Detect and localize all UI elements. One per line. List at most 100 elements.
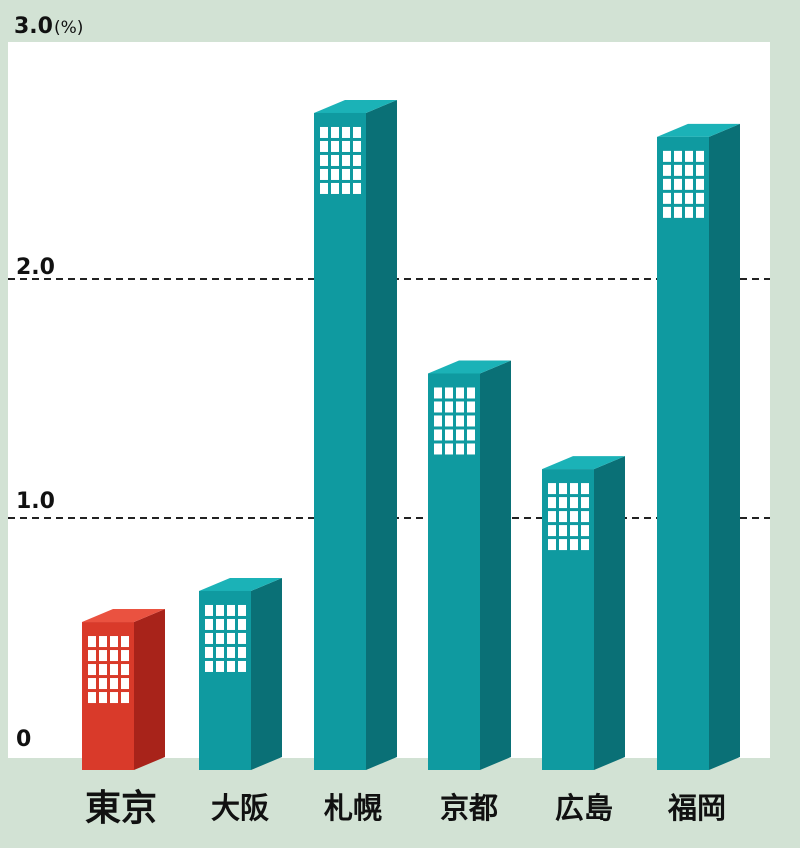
window-icon	[99, 650, 107, 662]
window-icon	[216, 646, 224, 658]
window-icon	[353, 168, 361, 180]
window-icon	[227, 646, 235, 658]
window-icon	[205, 618, 213, 630]
window-icon	[88, 678, 96, 690]
window-icon	[456, 401, 464, 413]
category-label-tokyo: 東京	[85, 787, 157, 829]
window-icon	[238, 660, 246, 672]
category-label-sapporo: 札幌	[324, 791, 382, 825]
y-tick-label-2: 2.0	[16, 255, 55, 280]
window-icon	[663, 178, 671, 190]
window-icon	[696, 164, 704, 176]
window-icon	[685, 150, 693, 162]
window-icon	[696, 150, 704, 162]
bar-front-face	[314, 112, 366, 771]
window-icon	[467, 401, 475, 413]
bar-building	[428, 360, 511, 770]
window-icon	[581, 483, 589, 495]
window-icon	[445, 429, 453, 441]
window-icon	[353, 126, 361, 138]
window-icon	[227, 660, 235, 672]
window-icon	[99, 664, 107, 676]
window-icon	[434, 429, 442, 441]
window-icon	[548, 525, 556, 537]
bar-top-face	[428, 360, 511, 374]
window-icon	[548, 483, 556, 495]
window-icon	[581, 497, 589, 509]
bar-side-face	[366, 99, 397, 771]
window-icon	[559, 539, 567, 551]
window-icon	[121, 636, 129, 648]
window-icon	[434, 443, 442, 455]
window-icon	[320, 140, 328, 152]
window-icon	[88, 692, 96, 704]
window-icon	[331, 140, 339, 152]
window-icon	[685, 178, 693, 190]
category-label-fukuoka: 福岡	[667, 791, 726, 825]
window-icon	[696, 178, 704, 190]
window-icon	[581, 525, 589, 537]
window-icon	[445, 387, 453, 399]
window-icon	[99, 678, 107, 690]
bar-front-face	[657, 136, 709, 770]
window-icon	[559, 525, 567, 537]
y-tick-label-3: 3.0	[14, 14, 53, 39]
window-icon	[456, 387, 464, 399]
window-icon	[110, 678, 118, 690]
window-icon	[110, 636, 118, 648]
window-icon	[331, 168, 339, 180]
bar-side-face	[709, 123, 740, 771]
x-axis-categories: 東京 大阪 札幌 京都 広島 福岡	[85, 787, 726, 829]
window-icon	[331, 154, 339, 166]
window-icon	[205, 646, 213, 658]
window-icon	[353, 154, 361, 166]
category-label-kyoto: 京都	[440, 791, 498, 825]
window-icon	[342, 140, 350, 152]
window-icon	[559, 483, 567, 495]
window-icon	[331, 182, 339, 194]
window-icon	[674, 150, 682, 162]
window-icon	[467, 443, 475, 455]
window-icon	[121, 650, 129, 662]
window-icon	[238, 646, 246, 658]
window-icon	[121, 678, 129, 690]
window-icon	[227, 604, 235, 616]
window-icon	[674, 178, 682, 190]
window-icon	[216, 660, 224, 672]
window-icon	[663, 206, 671, 218]
window-icon	[434, 387, 442, 399]
window-icon	[570, 511, 578, 523]
bar-top-face	[199, 577, 282, 591]
window-icon	[331, 126, 339, 138]
window-icon	[320, 168, 328, 180]
window-icon	[663, 192, 671, 204]
bar-front-face	[199, 590, 251, 770]
window-icon	[342, 154, 350, 166]
window-icon	[559, 497, 567, 509]
window-icon	[685, 164, 693, 176]
window-icon	[216, 632, 224, 644]
y-axis-unit: (%)	[54, 18, 83, 38]
bar-top-face	[657, 123, 740, 137]
window-icon	[320, 154, 328, 166]
window-icon	[674, 192, 682, 204]
window-icon	[353, 182, 361, 194]
window-icon	[320, 182, 328, 194]
window-icon	[110, 650, 118, 662]
bar-side-face	[251, 577, 282, 770]
window-icon	[342, 168, 350, 180]
window-icon	[559, 511, 567, 523]
window-icon	[227, 632, 235, 644]
y-axis-ticks: 3.0 (%) 2.0 1.0 0	[14, 14, 83, 752]
window-icon	[110, 692, 118, 704]
window-icon	[205, 604, 213, 616]
window-icon	[696, 192, 704, 204]
window-icon	[353, 140, 361, 152]
window-icon	[570, 539, 578, 551]
window-icon	[320, 126, 328, 138]
window-icon	[663, 150, 671, 162]
bar-top-face	[314, 99, 397, 113]
y-tick-label-1: 1.0	[16, 489, 55, 514]
window-icon	[216, 618, 224, 630]
